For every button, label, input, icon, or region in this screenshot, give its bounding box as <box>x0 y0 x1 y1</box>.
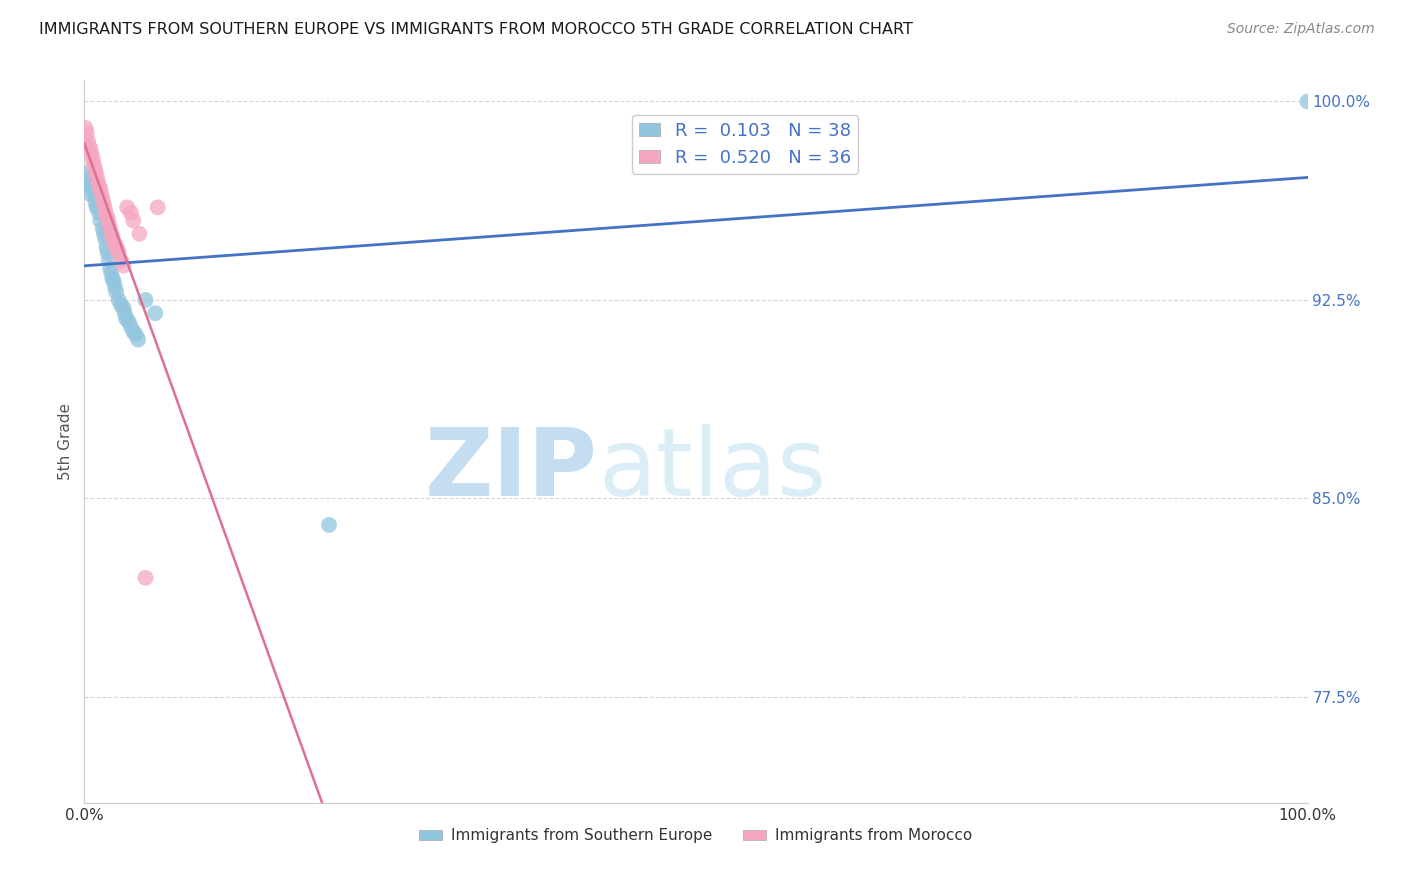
Point <box>86 200 108 214</box>
Point <box>86 169 108 183</box>
Point <box>91 221 114 235</box>
Point <box>82 153 104 167</box>
Point <box>94 232 117 246</box>
Point <box>135 571 157 585</box>
Point <box>76 126 98 140</box>
Point <box>120 205 142 219</box>
Point <box>89 213 111 227</box>
Point <box>76 166 98 180</box>
Point <box>83 158 105 172</box>
Point <box>101 229 124 244</box>
Point <box>103 235 125 249</box>
Point <box>98 261 121 276</box>
Point <box>97 216 120 230</box>
Point <box>87 179 110 194</box>
Point <box>101 272 124 286</box>
Point <box>318 517 340 532</box>
Point <box>112 259 135 273</box>
Text: ZIP: ZIP <box>425 425 598 516</box>
Point <box>146 200 169 214</box>
Point <box>107 293 129 307</box>
Point <box>90 187 112 202</box>
Point <box>128 227 150 241</box>
Point <box>83 187 105 202</box>
Point <box>107 245 129 260</box>
Point <box>80 147 103 161</box>
Y-axis label: 5th Grade: 5th Grade <box>58 403 73 480</box>
Point <box>93 197 115 211</box>
Point <box>96 208 118 222</box>
Point <box>96 240 118 254</box>
Legend: Immigrants from Southern Europe, Immigrants from Morocco: Immigrants from Southern Europe, Immigra… <box>413 822 979 849</box>
Point <box>117 314 139 328</box>
Point <box>103 274 125 288</box>
Point <box>97 211 120 225</box>
Point <box>115 311 138 326</box>
Point <box>89 182 111 196</box>
Point <box>105 285 128 299</box>
Point <box>84 194 107 209</box>
Point <box>77 179 100 194</box>
Point <box>100 267 122 281</box>
Point <box>75 120 97 135</box>
Point <box>93 227 115 241</box>
Point <box>77 139 100 153</box>
Point <box>143 306 166 320</box>
Point <box>120 319 142 334</box>
Point <box>79 187 101 202</box>
Point <box>1296 95 1319 109</box>
Point <box>105 240 128 254</box>
Point <box>100 227 122 241</box>
Point <box>77 134 100 148</box>
Point <box>97 253 120 268</box>
Point <box>110 253 132 268</box>
Point <box>135 293 157 307</box>
Point <box>115 200 138 214</box>
Point <box>127 333 149 347</box>
Text: IMMIGRANTS FROM SOUTHERN EUROPE VS IMMIGRANTS FROM MOROCCO 5TH GRADE CORRELATION: IMMIGRANTS FROM SOUTHERN EUROPE VS IMMIG… <box>39 22 914 37</box>
Point <box>122 213 145 227</box>
Text: Source: ZipAtlas.com: Source: ZipAtlas.com <box>1227 22 1375 37</box>
Point <box>87 174 110 188</box>
Point <box>94 202 117 217</box>
Point <box>105 243 128 257</box>
Point <box>77 171 100 186</box>
Point <box>79 142 101 156</box>
Point <box>91 193 114 207</box>
Point <box>84 163 107 178</box>
Point <box>80 174 103 188</box>
Point <box>110 298 132 312</box>
Point <box>125 327 148 342</box>
Text: atlas: atlas <box>598 425 827 516</box>
Point <box>122 325 145 339</box>
Point <box>104 237 127 252</box>
Point <box>112 301 135 315</box>
Point <box>97 245 120 260</box>
Point <box>114 306 136 320</box>
Point <box>87 205 110 219</box>
Point <box>98 221 121 235</box>
Point <box>104 279 127 293</box>
Point <box>87 200 110 214</box>
Point <box>82 182 104 196</box>
